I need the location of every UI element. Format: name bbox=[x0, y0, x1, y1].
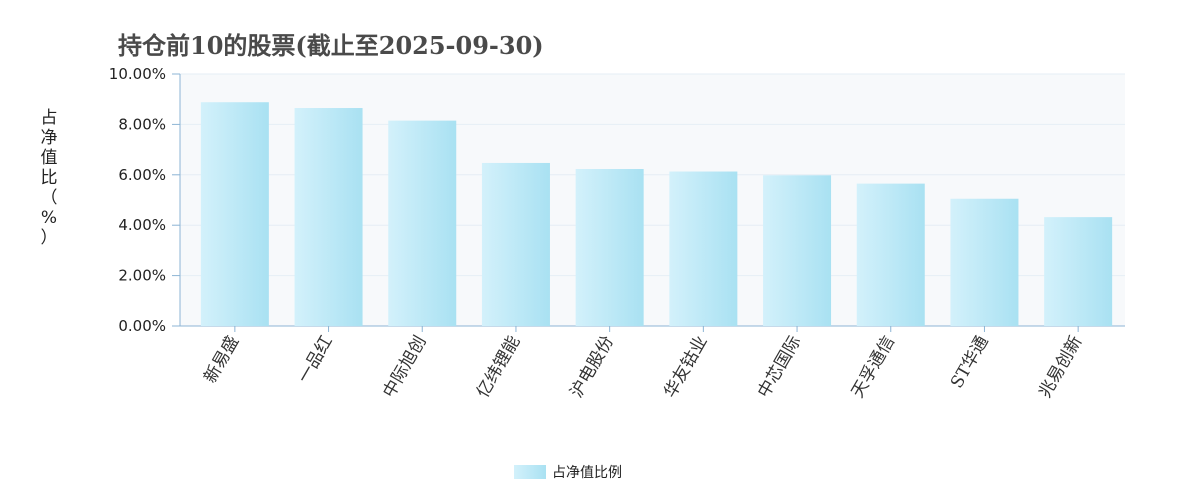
bar bbox=[763, 175, 832, 326]
x-tick-label: 兆易创新 bbox=[1035, 333, 1086, 402]
bar bbox=[388, 120, 457, 327]
legend-swatch bbox=[514, 465, 546, 479]
bar bbox=[950, 198, 1019, 326]
bar bbox=[481, 162, 550, 326]
y-tick-label: 0.00% bbox=[118, 317, 166, 335]
bar bbox=[575, 169, 644, 326]
bar bbox=[1044, 217, 1113, 326]
x-tick-label: 中际旭创 bbox=[379, 333, 430, 402]
y-tick-label: 8.00% bbox=[118, 115, 166, 133]
y-axis-label: 占净值比（%） bbox=[40, 108, 58, 248]
bar bbox=[294, 108, 363, 327]
x-tick-label: 新易盛 bbox=[200, 333, 243, 387]
y-tick-label: 6.00% bbox=[118, 166, 166, 184]
legend-label: 占净值比例 bbox=[552, 465, 622, 481]
x-tick-label: 一品红 bbox=[294, 333, 337, 387]
bar bbox=[856, 183, 925, 326]
y-tick-label: 4.00% bbox=[118, 216, 166, 234]
x-tick-label: 华友钴业 bbox=[660, 333, 711, 402]
x-tick-label: 沪电股份 bbox=[567, 333, 618, 402]
bar bbox=[200, 102, 269, 326]
legend[interactable]: 占净值比例 bbox=[514, 462, 622, 482]
bar bbox=[669, 171, 738, 326]
x-tick-label: ST华通 bbox=[947, 332, 993, 391]
x-tick-label: 天孚通信 bbox=[848, 333, 899, 402]
chart-title: 持仓前10的股票(截止至2025-09-30) bbox=[118, 31, 544, 60]
y-tick-label: 10.00% bbox=[109, 65, 166, 83]
x-tick-label: 亿纬锂能 bbox=[473, 333, 524, 402]
y-tick-label: 2.00% bbox=[118, 267, 166, 285]
x-tick-label: 中芯国际 bbox=[754, 333, 805, 402]
